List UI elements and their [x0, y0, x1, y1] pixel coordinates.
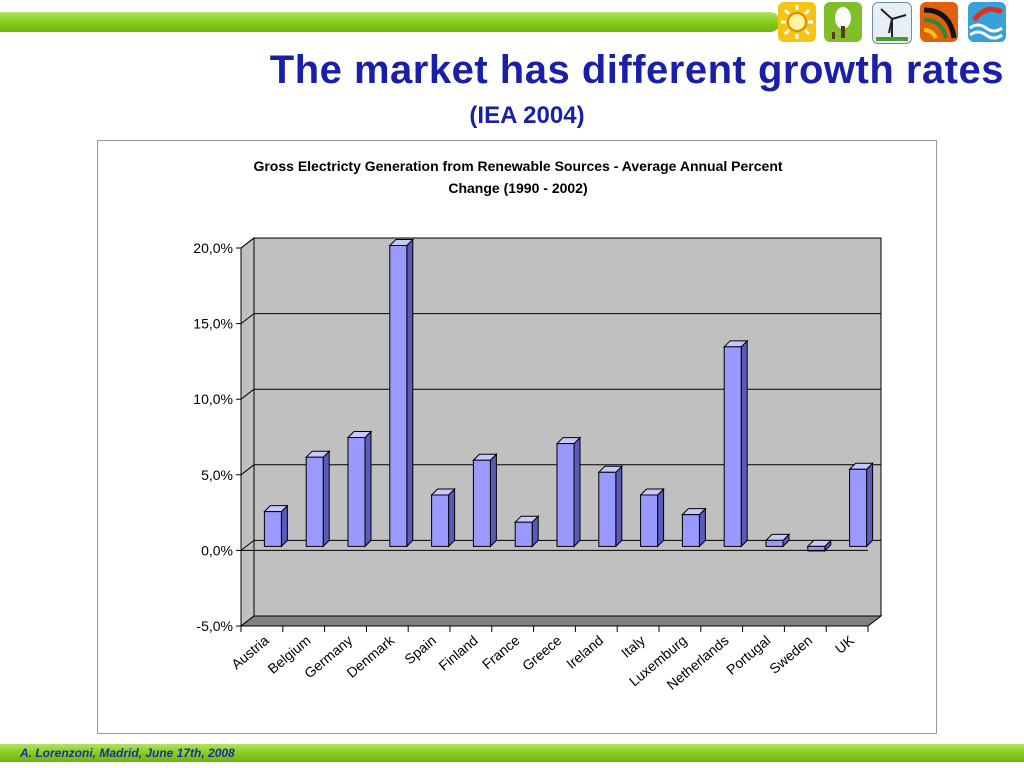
- bar-side: [615, 465, 623, 548]
- bar-front: [347, 437, 366, 547]
- y-tick-label-2: 10,0%: [193, 391, 233, 407]
- bar-side: [322, 449, 330, 548]
- gridline-side-3: [240, 464, 255, 476]
- bar-side: [573, 436, 581, 548]
- bar-side: [448, 487, 456, 548]
- sun-logo: [778, 2, 816, 42]
- bar-italy: [639, 487, 665, 548]
- y-tick-label-5: -5,0%: [196, 618, 233, 634]
- x-tick-label-spain: Spain: [401, 632, 439, 667]
- bar-front: [556, 443, 575, 547]
- bar-front: [514, 521, 533, 547]
- chart-frame: Gross Electricty Generation from Renewab…: [97, 140, 937, 734]
- bar-finland: [472, 453, 498, 548]
- bar-front: [807, 545, 826, 552]
- bar-front: [598, 471, 617, 547]
- chart-title-line-1: Gross Electricty Generation from Renewab…: [253, 158, 783, 174]
- x-tick-label-france: France: [479, 632, 523, 672]
- bar-greece: [555, 436, 582, 548]
- x-tick-label-finland: Finland: [435, 632, 480, 674]
- bar-side: [657, 487, 665, 548]
- x-tick-label-denmark: Denmark: [343, 631, 398, 680]
- bottom-decorative-bar: [0, 744, 1024, 762]
- bar-austria: [263, 504, 289, 548]
- bar-front: [681, 514, 700, 547]
- y-tick-label-4: 0,0%: [201, 542, 233, 558]
- bar-denmark: [388, 238, 415, 548]
- footer-credit: A. Lorenzoni, Madrid, June 17th, 2008: [20, 746, 235, 760]
- bar-side: [489, 453, 497, 548]
- x-tick-label-uk: UK: [832, 632, 858, 657]
- bar-side: [280, 504, 288, 548]
- bar-front: [305, 456, 324, 547]
- x-tick-label-ireland: Ireland: [563, 632, 606, 672]
- bar-front: [640, 494, 659, 547]
- bar-portugal: [764, 533, 791, 548]
- y-tick-label-0: 20,0%: [193, 240, 233, 256]
- x-tick-label-sweden: Sweden: [766, 632, 815, 677]
- sun-icon: [781, 5, 813, 39]
- wind-turbine-icon: [876, 8, 908, 41]
- x-tick-label-italy: Italy: [618, 632, 648, 661]
- bar-germany: [346, 430, 373, 548]
- bar-front: [263, 511, 282, 547]
- x-tick-label-portugal: Portugal: [723, 632, 773, 678]
- bar-france: [513, 515, 540, 548]
- wave-logo: [968, 2, 1006, 42]
- bar-uk: [848, 462, 874, 548]
- bar-side: [866, 462, 874, 548]
- gridline-side-1: [240, 313, 255, 324]
- bar-side: [406, 238, 414, 548]
- gridline-side-2: [240, 388, 255, 400]
- y-tick-label-3: 5,0%: [201, 467, 233, 483]
- wave-icon: [969, 6, 1004, 40]
- bar-netherlands: [722, 339, 749, 548]
- bar-belgium: [304, 449, 331, 548]
- bar-front: [849, 468, 868, 547]
- bar-chart: 20,0%15,0%10,0%5,0%0,0%-5,0%AustriaBelgi…: [193, 236, 883, 693]
- chart-title: Gross Electricty Generation from Renewab…: [98, 155, 938, 199]
- plot-side-wall: [240, 236, 255, 628]
- bar-front: [472, 459, 491, 547]
- top-decorative-bar: [0, 12, 780, 32]
- bar-front: [723, 346, 742, 547]
- bar-front: [389, 245, 408, 547]
- bar-side: [740, 339, 748, 548]
- plot-back-wall: [253, 237, 882, 617]
- logo-strip: [778, 2, 1012, 44]
- tree-logo: [824, 2, 862, 42]
- bar-spain: [430, 487, 456, 548]
- slide-subtitle: (IEA 2004): [469, 102, 585, 129]
- tree-icon: [832, 7, 851, 39]
- bar-sweden: [806, 539, 833, 553]
- gridline-side-4: [240, 540, 255, 551]
- chart-title-line-2: Change (1990 - 2002): [448, 180, 588, 196]
- biomass-logo: [920, 2, 958, 42]
- bar-ireland: [597, 465, 624, 548]
- x-tick-label-greece: Greece: [519, 632, 565, 674]
- plot-floor: [239, 615, 883, 627]
- slide-title: The market has different growth rates: [269, 48, 1004, 92]
- wind-turbine-logo: [872, 2, 912, 44]
- gridline-side-0: [240, 237, 255, 249]
- biomass-icon: [923, 7, 957, 39]
- bar-luxemburg: [681, 507, 707, 548]
- bar-front: [765, 539, 784, 547]
- bar-side: [364, 430, 372, 548]
- y-tick-label-1: 15,0%: [193, 316, 233, 332]
- bar-front: [431, 494, 450, 547]
